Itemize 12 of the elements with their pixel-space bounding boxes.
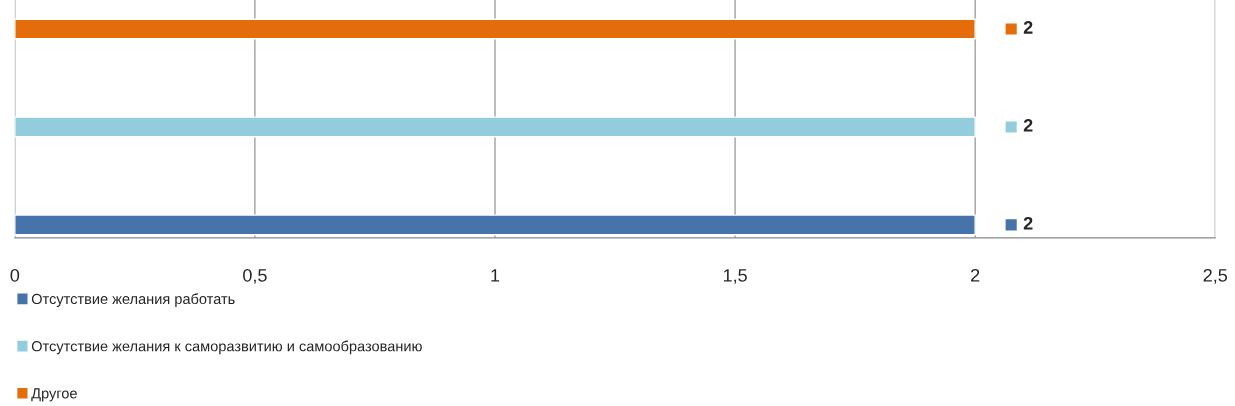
- data-label: 2: [1023, 21, 1033, 34]
- legend-label: Отсутствие желания работать: [31, 293, 235, 307]
- x-tick-label: 1: [491, 269, 500, 282]
- legend-label: Отсутствие желания к саморазвитию и самообразованию: [31, 340, 422, 355]
- x-tick-label: 0,5: [243, 268, 267, 284]
- x-tick-label: 0: [10, 268, 20, 282]
- x-tick-label: 2,5: [1203, 268, 1228, 284]
- x-tick-label: 1,5: [723, 269, 747, 284]
- data-label: 2: [1023, 119, 1033, 132]
- legend-label: Другое: [31, 388, 77, 402]
- data-label: 2: [1023, 216, 1033, 230]
- x-tick-label: 2: [971, 268, 980, 282]
